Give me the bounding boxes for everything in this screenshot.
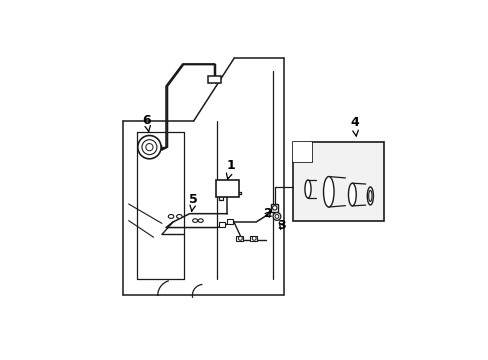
Text: 6: 6 <box>142 114 151 132</box>
Bar <box>236 236 243 241</box>
Text: 1: 1 <box>226 159 235 179</box>
Text: 3: 3 <box>276 219 285 232</box>
Bar <box>216 180 238 197</box>
Circle shape <box>145 144 153 151</box>
Bar <box>292 141 311 162</box>
Ellipse shape <box>168 215 173 219</box>
Text: 2: 2 <box>264 207 272 220</box>
Bar <box>218 222 224 227</box>
Bar <box>226 220 233 225</box>
Ellipse shape <box>368 190 371 202</box>
Ellipse shape <box>348 183 355 206</box>
Circle shape <box>142 140 157 155</box>
Ellipse shape <box>176 215 182 219</box>
Ellipse shape <box>366 187 373 205</box>
Ellipse shape <box>198 219 203 222</box>
Text: 5: 5 <box>189 193 198 211</box>
Bar <box>292 141 384 221</box>
Circle shape <box>274 215 278 219</box>
Text: 4: 4 <box>349 116 358 136</box>
Circle shape <box>272 206 276 210</box>
Ellipse shape <box>192 219 197 222</box>
Circle shape <box>138 135 161 159</box>
Bar <box>271 204 277 212</box>
Bar <box>207 76 221 84</box>
Circle shape <box>238 237 242 240</box>
Ellipse shape <box>323 176 333 207</box>
Ellipse shape <box>305 180 310 198</box>
Circle shape <box>272 212 280 220</box>
Circle shape <box>252 237 256 240</box>
Bar <box>249 236 257 241</box>
